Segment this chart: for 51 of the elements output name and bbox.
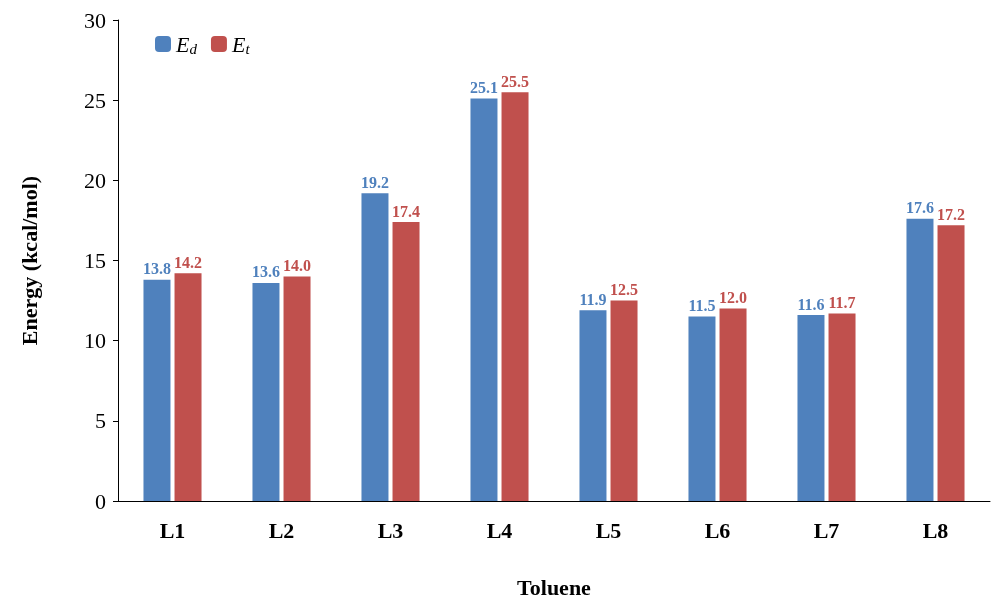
bar: [719, 308, 747, 501]
bar: [937, 225, 965, 501]
bar: [392, 222, 420, 501]
bar: [283, 276, 311, 501]
y-tick-label: 30: [84, 7, 106, 33]
data-label: 12.5: [610, 281, 639, 299]
data-label: 11.9: [579, 290, 607, 308]
bar: [470, 98, 498, 501]
y-tick-label: 5: [95, 408, 106, 434]
data-label: 25.1: [469, 79, 498, 97]
data-label: 13.8: [142, 260, 171, 278]
bar: [501, 92, 529, 501]
bar: [828, 313, 856, 501]
data-label: 19.2: [360, 173, 389, 191]
x-tick-label: L1: [159, 517, 186, 543]
x-tick-label: L4: [486, 517, 513, 543]
data-label: 17.6: [905, 199, 934, 217]
data-label: 14.0: [283, 257, 312, 275]
bar: [610, 300, 638, 501]
legend-label: Et: [230, 31, 251, 57]
y-axis-title: Energy (kcal/mol): [16, 175, 42, 346]
bar: [579, 310, 607, 501]
bar: [252, 282, 280, 501]
y-tick-label: 10: [84, 328, 106, 354]
x-tick-label: L8: [922, 517, 949, 543]
y-tick-label: 20: [84, 167, 106, 193]
x-tick-label: L2: [268, 517, 295, 543]
x-tick-label: L3: [377, 517, 404, 543]
bar: [174, 273, 202, 501]
x-axis-title: Toluene: [517, 574, 592, 600]
data-label: 25.5: [501, 72, 530, 90]
bar: [688, 316, 716, 501]
x-tick-label: L5: [595, 517, 622, 543]
bar: [361, 193, 389, 501]
data-label: 11.5: [688, 297, 716, 315]
y-tick-label: 25: [84, 87, 106, 113]
bar: [797, 315, 825, 501]
legend-label: Ed: [175, 31, 198, 57]
data-label: 12.0: [719, 289, 748, 307]
data-label: 17.4: [392, 202, 421, 220]
data-label: 11.6: [797, 295, 825, 313]
data-label: 11.7: [828, 293, 856, 311]
y-tick-label: 0: [95, 488, 106, 514]
y-tick-label: 15: [84, 248, 106, 273]
data-label: 14.2: [174, 253, 203, 271]
x-tick-label: L7: [813, 517, 840, 543]
bar: [906, 218, 934, 501]
data-label: 13.6: [251, 263, 280, 281]
data-label: 17.2: [937, 205, 966, 223]
x-tick-label: L6: [704, 517, 731, 543]
bar: [143, 279, 171, 501]
